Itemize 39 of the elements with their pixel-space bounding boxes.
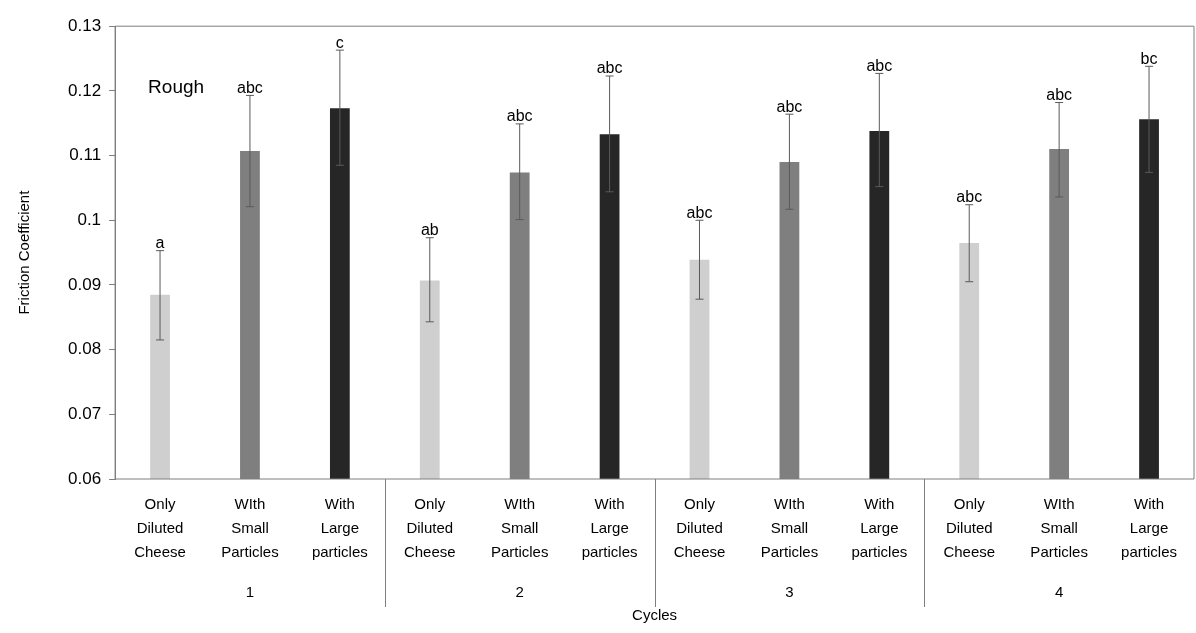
text: WIth Small Particles — [760, 495, 819, 561]
text: With Large particles — [851, 495, 908, 561]
annotation: abc — [596, 59, 623, 77]
text: WIth Small Particles — [490, 495, 549, 561]
x-tick-label: 2 — [515, 583, 524, 601]
y-tick-label: 0.1 — [77, 209, 102, 229]
annotation: abc — [1046, 85, 1073, 103]
text: Only Diluted Cheese — [134, 495, 186, 561]
text: With Large particles — [581, 495, 638, 561]
annotation: abc — [506, 107, 533, 125]
annotation: a — [155, 234, 165, 252]
x-tick-label: 3 — [785, 583, 794, 601]
y-axis-title: Friction Coefficient — [15, 189, 33, 315]
annotation: abc — [686, 203, 713, 221]
series-label: With Large particles — [1121, 495, 1177, 561]
annotation: abc — [866, 56, 893, 74]
annotation: c — [335, 33, 344, 51]
x-tick-label: 1 — [245, 583, 255, 601]
y-tick-label: 0.06 — [67, 468, 102, 488]
annotation: abc — [776, 97, 803, 115]
y-tick-label: 0.08 — [67, 339, 102, 359]
series-label: Only Diluted Cheese — [943, 495, 996, 561]
x-tick-label: 4 — [1054, 583, 1064, 601]
series-label: WIth Small Particles — [221, 495, 279, 561]
text: WIth Small Particles — [1030, 495, 1088, 561]
y-tick-label: 0.13 — [67, 15, 102, 35]
y-tick-label: 0.12 — [67, 80, 102, 100]
text: Only Diluted Cheese — [403, 495, 456, 561]
annotation: abc — [237, 78, 263, 96]
annotation: abc — [956, 188, 983, 206]
x-axis-title: Cycles — [632, 606, 678, 624]
annotation: bc — [1140, 49, 1158, 67]
annotation: Rough — [148, 76, 205, 98]
y-tick-label: 0.09 — [67, 274, 102, 294]
annotation: ab — [420, 221, 439, 239]
y-tick-label: 0.11 — [69, 145, 102, 165]
text: Only Diluted Cheese — [673, 495, 726, 561]
text: With Large particles — [311, 495, 368, 561]
y-tick-label: 0.07 — [67, 404, 102, 423]
